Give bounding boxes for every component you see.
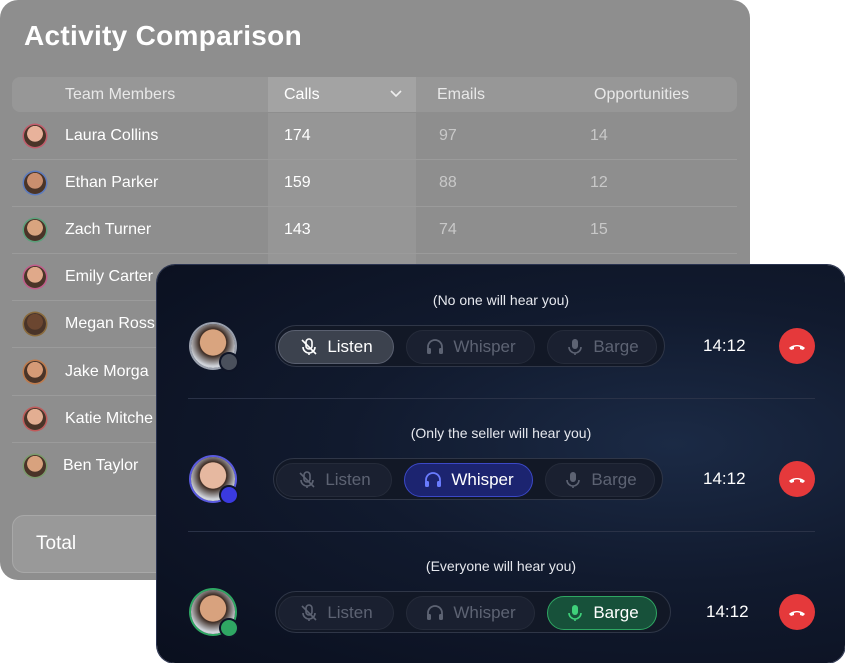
call-timer: 14:12: [706, 602, 749, 621]
avatar: [24, 172, 46, 195]
mode-group: Listen Whisper Barge: [275, 325, 665, 367]
status-badge: [219, 618, 239, 638]
avatar: [24, 266, 46, 289]
mode-button[interactable]: Barge: [547, 596, 657, 630]
member-name: Ben Taylor: [63, 456, 139, 474]
metric-value: 15: [590, 221, 608, 239]
column-header[interactable]: Emails: [437, 86, 486, 103]
hang-up-button[interactable]: [779, 594, 815, 630]
row-divider: [12, 159, 737, 160]
metric-value: 159: [284, 174, 311, 192]
hang-up-icon: [789, 478, 805, 483]
mode-button[interactable]: Barge: [547, 330, 657, 364]
member-name: Zach Turner: [65, 221, 152, 239]
mode-label: Barge: [593, 603, 639, 622]
member-name: Katie Mitche: [65, 409, 154, 427]
column-header: Team Members: [65, 86, 176, 103]
mode-label: Listen: [327, 337, 373, 356]
hang-up-icon: [789, 345, 805, 350]
metric-value: 174: [284, 127, 311, 144]
chevron: [390, 90, 402, 98]
mode-button[interactable]: Whisper: [406, 330, 535, 364]
sort-column-header[interactable]: [268, 77, 416, 112]
hang-up-button[interactable]: [779, 461, 815, 497]
mode-label: Whisper: [453, 603, 516, 622]
metric-value: 14: [590, 127, 608, 144]
avatar: [24, 454, 46, 477]
member-name: Emily Carter: [65, 268, 154, 286]
status-badge: [219, 352, 239, 372]
row-divider: [188, 398, 815, 399]
hint-text: (No one will hear you): [432, 292, 570, 308]
avatar: [24, 313, 46, 336]
hint-text: (Everyone will hear you): [425, 558, 577, 574]
mode-button[interactable]: Whisper: [406, 596, 535, 630]
metric-value: 143: [284, 221, 311, 239]
call-timer: 14:12: [703, 336, 746, 355]
call-monitor-panel: (No one will hear you) Listen Whisper Barge…: [157, 265, 845, 663]
mode-label: Listen: [327, 603, 373, 622]
member-name: Ethan Parker: [65, 174, 159, 192]
avatar: [24, 125, 46, 147]
metric-value: 88: [439, 174, 457, 192]
mode-label: Listen: [325, 470, 371, 489]
call-timer: 14:12: [703, 469, 746, 488]
member-name: Laura Collins: [65, 127, 159, 144]
mode-button[interactable]: Whisper: [404, 463, 533, 497]
calls-cell: [268, 113, 416, 159]
mode-label: Whisper: [453, 337, 516, 356]
row-divider: [188, 531, 815, 532]
hint-text: (Only the seller will hear you): [410, 425, 592, 441]
panel-title: Activity Comparison: [24, 20, 302, 51]
hang-up-button[interactable]: [779, 328, 815, 364]
calls-cell: [268, 160, 416, 207]
status-badge: [219, 485, 239, 505]
metric-value: 97: [439, 127, 457, 144]
avatar: [191, 324, 239, 372]
row-divider: [12, 206, 737, 208]
calls-cell: [268, 207, 416, 254]
avatar: [24, 360, 46, 383]
mode-button[interactable]: Listen: [278, 596, 394, 630]
avatar: [24, 219, 46, 242]
mode-label: Barge: [591, 470, 637, 489]
member-name: Megan Ross: [65, 315, 155, 333]
hang-up-icon: [789, 611, 805, 616]
mode-label: Whisper: [451, 470, 514, 489]
metric-value: 74: [439, 221, 457, 239]
avatar: [191, 457, 239, 505]
column-header[interactable]: Opportunities: [594, 86, 690, 103]
total-label: Total: [36, 533, 77, 554]
avatar: [24, 407, 46, 430]
mode-label: Barge: [593, 337, 639, 356]
mode-group: Listen Whisper Barge: [273, 458, 663, 500]
mode-button[interactable]: Barge: [545, 463, 655, 497]
row-divider: [12, 253, 737, 255]
member-name: Jake Morga: [65, 362, 149, 380]
column-header[interactable]: Calls: [284, 86, 320, 103]
mode-button[interactable]: Listen: [276, 463, 392, 497]
avatar: [191, 590, 239, 638]
mode-group: Listen Whisper Barge: [275, 591, 671, 633]
mode-button[interactable]: Listen: [278, 330, 394, 364]
metric-value: 12: [590, 174, 608, 192]
